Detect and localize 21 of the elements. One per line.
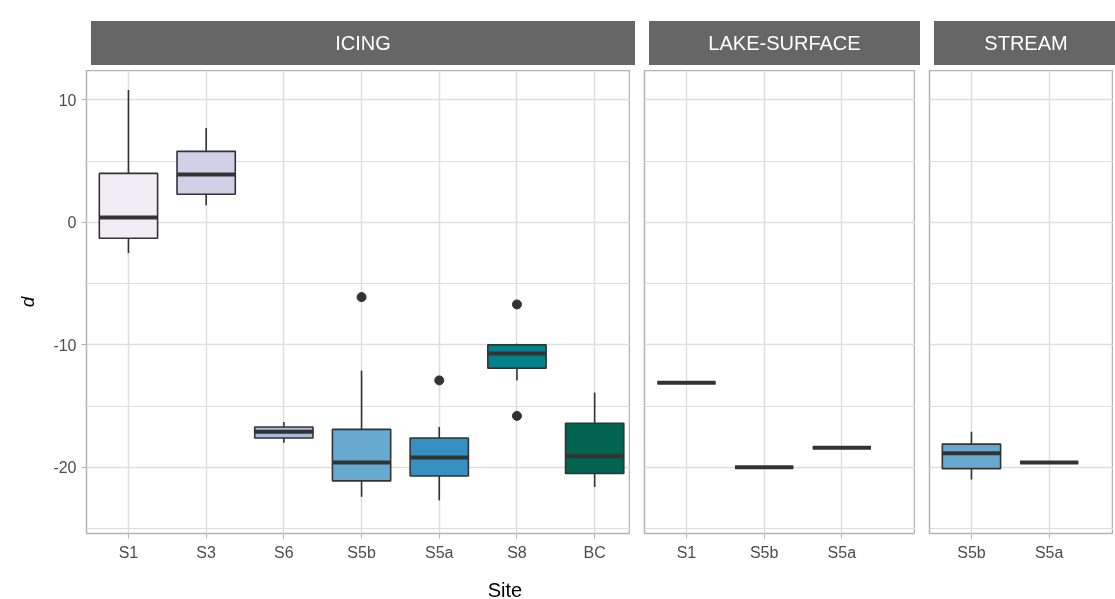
- x-tick-label: S5b: [347, 543, 376, 561]
- y-tick-label: 10: [58, 91, 77, 109]
- x-tick-label: S5b: [957, 543, 986, 561]
- y-tick-label: -20: [53, 459, 77, 477]
- x-tick-label: S8: [507, 543, 527, 561]
- x-tick-label: BC: [583, 543, 606, 561]
- x-tick-label: S3: [196, 543, 217, 561]
- chart-title: ICING: [335, 31, 391, 56]
- x-axis-title: Site: [487, 578, 523, 599]
- x-tick-label: S1: [676, 543, 697, 561]
- x-tick-label: S5b: [749, 543, 779, 561]
- x-tick-label: S1: [118, 543, 139, 561]
- chart-title: STREAM: [984, 31, 1068, 56]
- x-tick-label: S5a: [827, 543, 857, 561]
- x-tick-label: S5a: [425, 543, 454, 561]
- y-tick-label: -10: [53, 336, 77, 354]
- y-tick-label: 0: [67, 214, 77, 232]
- x-tick-label: S5a: [1034, 543, 1064, 561]
- x-tick-label: S6: [274, 543, 294, 561]
- chart-title: LAKE-SURFACE: [708, 31, 861, 56]
- y-axis-title: d: [17, 295, 39, 308]
